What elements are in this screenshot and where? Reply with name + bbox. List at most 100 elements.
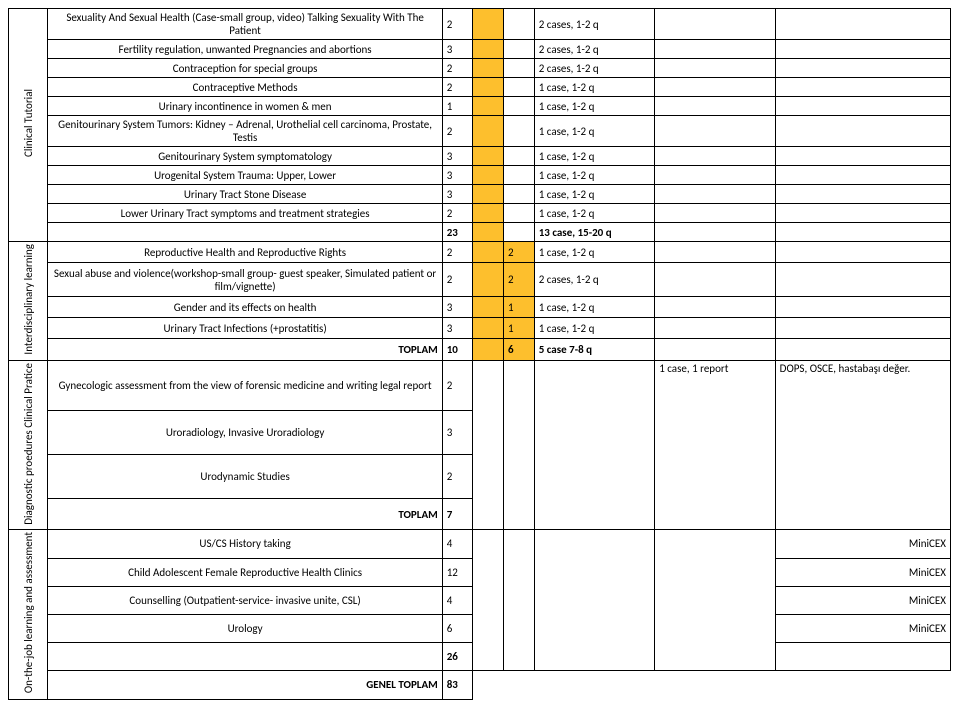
- e1-cell: [655, 40, 775, 59]
- e1-cell: [655, 97, 775, 116]
- desc-cell: Contraception for special groups: [48, 59, 442, 78]
- desc-cell: Urinary Tract Stone Disease: [48, 185, 442, 204]
- n1-cell: 3: [442, 318, 473, 339]
- e1-cell: [655, 185, 775, 204]
- table-row: Urinary Tract Stone Disease 3 1 case, 1-…: [9, 185, 951, 204]
- n1-cell: 4: [442, 530, 473, 558]
- e1-cell: [655, 116, 775, 147]
- table-row: Clinical Tutorial Sexuality And Sexual H…: [9, 9, 951, 40]
- n1-cell: 1: [442, 97, 473, 116]
- n1-cell: 10: [442, 339, 473, 360]
- e2-cell: [775, 242, 950, 263]
- e1-cell: [655, 78, 775, 97]
- table-row: Urinary Tract Infections (+prostatitis) …: [9, 318, 951, 339]
- n2-cell: 1: [504, 297, 535, 318]
- n2-cell: [504, 116, 535, 147]
- desc-cell: Fertility regulation, unwanted Pregnanci…: [48, 40, 442, 59]
- n2-cell: [504, 204, 535, 223]
- n2-cell: [504, 185, 535, 204]
- n1-cell: 3: [442, 40, 473, 59]
- table-row: 23 13 case, 15-20 q: [9, 223, 951, 242]
- e1-cell: [655, 147, 775, 166]
- q-cell: 1 case, 1-2 q: [534, 97, 654, 116]
- q-cell: 1 case, 1-2 q: [534, 297, 654, 318]
- n1-cell: 3: [442, 147, 473, 166]
- desc-cell: TOPLAM: [48, 499, 442, 530]
- q-cell: 13 case, 15-20 q: [534, 223, 654, 242]
- n2-cell: [504, 223, 535, 242]
- table-row: Sexual abuse and violence(workshop-small…: [9, 263, 951, 297]
- spacer-cell: [473, 116, 504, 147]
- spacer-cell: [473, 318, 504, 339]
- desc-cell: Contraceptive Methods: [48, 78, 442, 97]
- n1-cell: 3: [442, 166, 473, 185]
- n2-cell: [504, 78, 535, 97]
- e2-cell: MiniCEX: [775, 614, 950, 642]
- n1-cell: 83: [442, 671, 473, 699]
- section-interdisciplinary: Interdisciplinary learning: [9, 242, 48, 361]
- section-onthejob: On-the-job learning and assessment: [9, 530, 48, 699]
- table-row: Lower Urinary Tract symptoms and treatme…: [9, 204, 951, 223]
- table-row: Genitourinary System symptomatology 3 1 …: [9, 147, 951, 166]
- desc-cell: Genitourinary System symptomatology: [48, 147, 442, 166]
- table-row: On-the-job learning and assessment US/CS…: [9, 530, 951, 558]
- e2-cell: [775, 204, 950, 223]
- e2-cell: MiniCEX: [775, 558, 950, 586]
- e1-cell: [655, 59, 775, 78]
- q-cell: 1 case, 1-2 q: [534, 204, 654, 223]
- table-row: Urinary incontinence in women & men 1 1 …: [9, 97, 951, 116]
- desc-cell: [48, 223, 442, 242]
- spacer-cell: [473, 242, 504, 263]
- spacer-cell: [473, 166, 504, 185]
- blank-cell: [473, 671, 951, 699]
- table-row: Urogenital System Trauma: Upper, Lower 3…: [9, 166, 951, 185]
- e2-cell: [775, 59, 950, 78]
- spacer-cell: [473, 263, 504, 297]
- table-row: Contraceptive Methods 2 1 case, 1-2 q: [9, 78, 951, 97]
- spacer-cell: [473, 339, 504, 360]
- n1-cell: 2: [442, 204, 473, 223]
- e2-cell: [775, 9, 950, 40]
- table-row: Gender and its effects on health 3 1 1 c…: [9, 297, 951, 318]
- n2-cell: [504, 97, 535, 116]
- q-cell: 2 cases, 1-2 q: [534, 263, 654, 297]
- desc-cell: TOPLAM: [48, 339, 442, 360]
- n2-cell: 6: [504, 339, 535, 360]
- e1-cell: [655, 297, 775, 318]
- q-cell: 1 case, 1-2 q: [534, 147, 654, 166]
- q-cell: 1 case, 1-2 q: [534, 185, 654, 204]
- q-cell: 2 cases, 1-2 q: [534, 40, 654, 59]
- curriculum-table: Clinical Tutorial Sexuality And Sexual H…: [8, 8, 951, 700]
- e2-cell: [775, 318, 950, 339]
- q-cell: [534, 530, 654, 671]
- e1-cell: [655, 9, 775, 40]
- desc-cell: Uroradiology, Invasive Uroradiology: [48, 411, 442, 455]
- e1-cell: [655, 204, 775, 223]
- n1-cell: 6: [442, 614, 473, 642]
- e2-cell: [775, 339, 950, 360]
- desc-cell: Gynecologic assessment from the view of …: [48, 360, 442, 411]
- n1-cell: 4: [442, 586, 473, 614]
- q-cell: [534, 360, 654, 530]
- e2-cell: [775, 166, 950, 185]
- n1-cell: 26: [442, 643, 473, 671]
- q-cell: 5 case 7-8 q: [534, 339, 654, 360]
- desc-cell: Urology: [48, 614, 442, 642]
- table-row: GENEL TOPLAM 83: [9, 671, 951, 699]
- q-cell: 2 cases, 1-2 q: [534, 9, 654, 40]
- desc-cell: Genitourinary System Tumors: Kidney – Ad…: [48, 116, 442, 147]
- e2-cell: [775, 116, 950, 147]
- spacer-cell: [473, 185, 504, 204]
- n1-cell: 2: [442, 360, 473, 411]
- spacer-cell: [473, 9, 504, 40]
- desc-cell: [48, 643, 442, 671]
- n2-cell: 2: [504, 242, 535, 263]
- e2-cell: MiniCEX: [775, 586, 950, 614]
- section-diagnostic: Diagnostic proedures Clinical Pratice: [9, 360, 48, 530]
- n2-cell: [504, 360, 535, 530]
- e1-cell: [655, 530, 775, 671]
- spacer-cell: [473, 297, 504, 318]
- n1-cell: 2: [442, 59, 473, 78]
- desc-cell: Gender and its effects on health: [48, 297, 442, 318]
- table-row: TOPLAM 10 6 5 case 7-8 q: [9, 339, 951, 360]
